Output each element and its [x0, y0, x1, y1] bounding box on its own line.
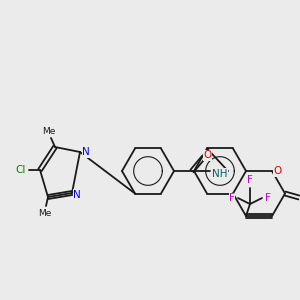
Text: N: N — [73, 190, 81, 200]
Text: O: O — [274, 166, 282, 176]
Text: N: N — [82, 147, 90, 157]
Text: F: F — [229, 193, 235, 203]
Text: F: F — [247, 175, 253, 185]
Text: F: F — [265, 193, 271, 203]
Text: O: O — [203, 150, 212, 160]
Text: Me: Me — [42, 127, 56, 136]
Text: Cl: Cl — [16, 165, 26, 175]
Text: NH: NH — [212, 169, 228, 179]
Text: Me: Me — [38, 208, 52, 217]
